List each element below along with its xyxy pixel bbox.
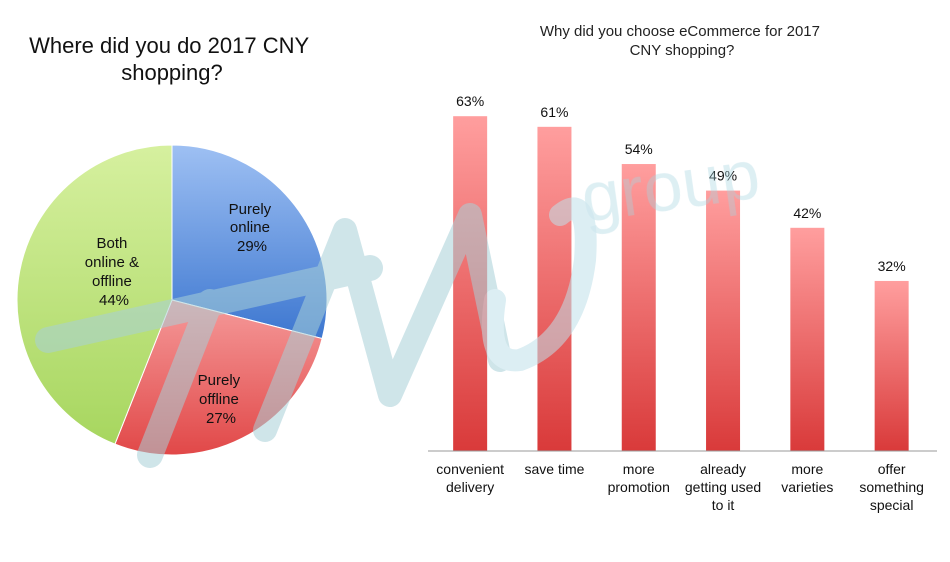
- bar-category-label-5-line-0: offer: [878, 461, 906, 477]
- pie-label-online-line-1: Purely: [229, 201, 272, 218]
- watermark-stroke-o: [481, 197, 597, 372]
- bar-value-label-2: 54%: [625, 141, 653, 157]
- pie-label-purely-offline: Purely offline 27%: [198, 372, 245, 427]
- bar-category-label-3-line-1: getting used: [685, 479, 761, 495]
- bar-category-label-2-line-0: more: [623, 461, 655, 477]
- pie-label-offline-value: 27%: [206, 410, 236, 427]
- bar-4: [790, 227, 825, 451]
- bar-value-label-1: 61%: [540, 104, 568, 120]
- pie-label-purely-online: Purely online 29%: [229, 201, 276, 255]
- bar-1: [537, 126, 572, 451]
- bar-value-label-0: 63%: [456, 93, 484, 109]
- bar-title-line-2: CNY shopping?: [630, 42, 735, 59]
- bar-category-label-3-line-0: already: [700, 461, 746, 477]
- bar-category-label-2: more promotion: [608, 461, 670, 495]
- pie-label-online-value: 29%: [237, 238, 267, 255]
- pie-label-both-value: 44%: [99, 292, 129, 309]
- bar-title-line-1: Why did you choose eCommerce for 2017: [540, 23, 820, 40]
- bar-category-label-2-line-1: promotion: [608, 479, 670, 495]
- bar-category-label-1-line-0: save time: [524, 461, 584, 477]
- bar-category-label-4: more varieties: [781, 461, 833, 495]
- bar-category-label-5-line-2: special: [870, 497, 914, 513]
- pie-label-both: Both online & offline 44%: [85, 235, 143, 309]
- bar-value-label-4: 42%: [793, 205, 821, 221]
- pie-title-line-2: shopping?: [121, 60, 223, 85]
- watermark-stroke-m: [253, 203, 512, 442]
- bar-value-label-3: 49%: [709, 168, 737, 184]
- pie-label-both-line-2: online &: [85, 254, 139, 271]
- pie-label-both-line-3: offline: [92, 273, 132, 290]
- bar-category-label-0-line-1: delivery: [446, 479, 494, 495]
- bar-category-label-1: save time: [524, 461, 584, 477]
- bar-title: Why did you choose eCommerce for 2017 CN…: [540, 23, 824, 59]
- bar-category-label-3-line-2: to it: [712, 497, 735, 513]
- bar-category-label-5: offer something special: [859, 461, 924, 513]
- pie-slice-both: [16, 144, 173, 445]
- bar-3: [706, 190, 741, 451]
- pie-title-line-1: Where did you do 2017 CNY: [29, 33, 309, 58]
- bar-category-label-0-line-0: convenient: [436, 461, 504, 477]
- pie-label-both-line-1: Both: [96, 235, 127, 252]
- pie-label-offline-line-2: offline: [199, 391, 239, 408]
- bar-category-label-0: convenient delivery: [436, 461, 504, 495]
- bar-category-label-5-line-1: something: [859, 479, 924, 495]
- bar-value-label-5: 32%: [878, 258, 906, 274]
- bar-category-label-4-line-0: more: [791, 461, 823, 477]
- bar-5: [874, 280, 909, 451]
- bar-2: [621, 164, 656, 451]
- bar-category-label-3: already getting used to it: [685, 461, 761, 513]
- bar-series: 63% convenient delivery 61% save time 54% more…: [436, 93, 924, 513]
- pie-label-offline-line-1: Purely: [198, 372, 241, 389]
- watermark-stroke-t-stem: [137, 289, 223, 468]
- pie-label-online-line-2: online: [230, 219, 270, 236]
- pie-title: Where did you do 2017 CNY shopping?: [29, 33, 315, 85]
- bar-category-label-4-line-1: varieties: [781, 479, 833, 495]
